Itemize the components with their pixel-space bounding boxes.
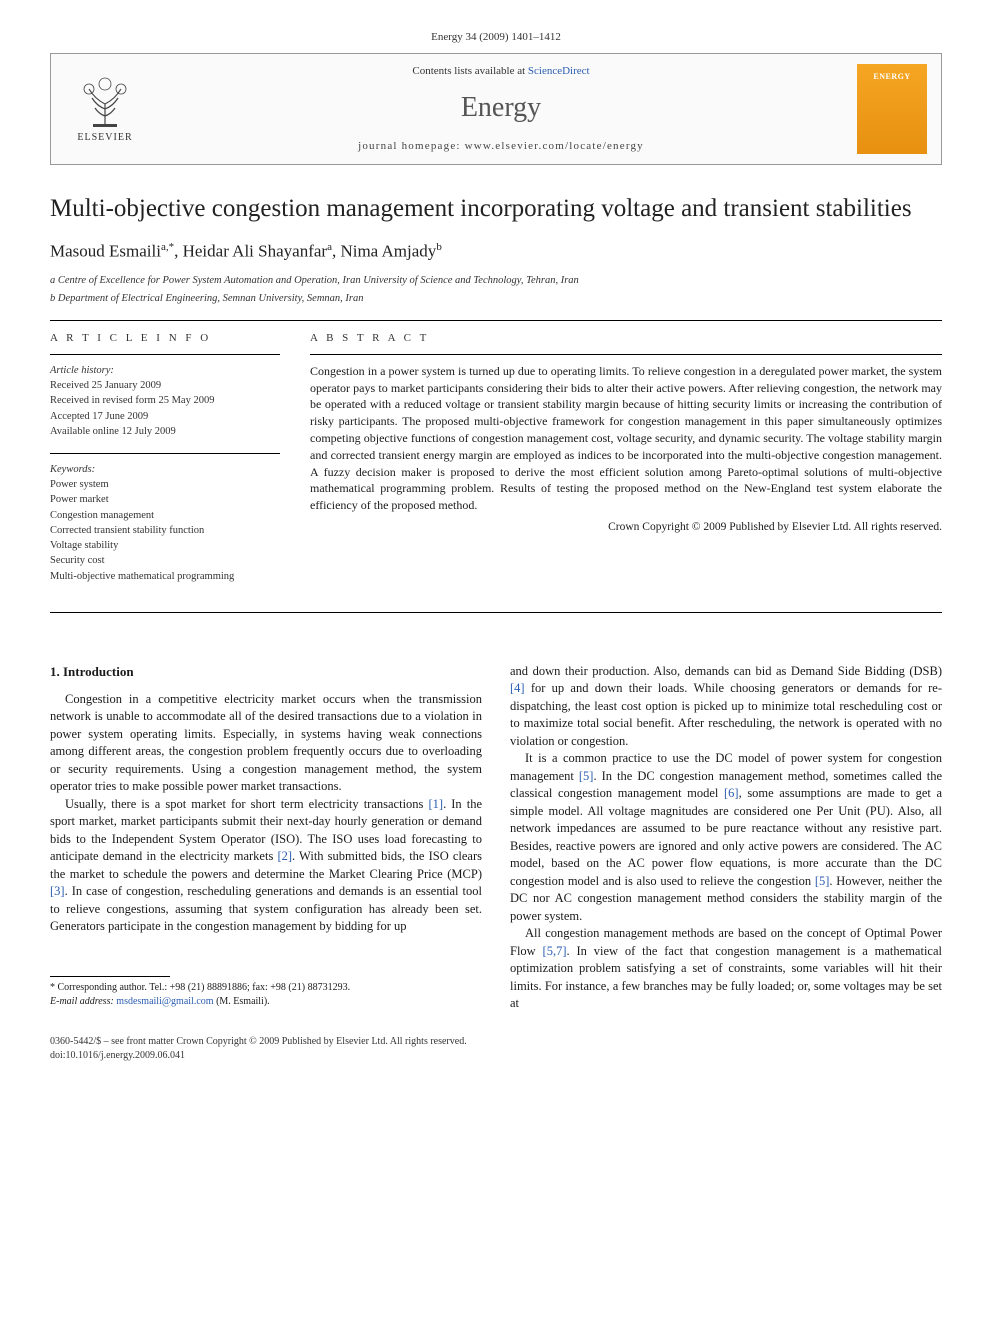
article-title: Multi-objective congestion management in… xyxy=(50,193,942,224)
publisher-name: ELSEVIER xyxy=(77,131,132,145)
email-label: E-mail address: xyxy=(50,996,116,1007)
citation-link[interactable]: [4] xyxy=(510,681,525,695)
body-paragraph: Usually, there is a spot market for shor… xyxy=(50,796,482,936)
homepage-url: www.elsevier.com/locate/energy xyxy=(465,140,644,152)
corresponding-author-footnote: * Corresponding author. Tel.: +98 (21) 8… xyxy=(50,981,482,995)
citation-link[interactable]: [3] xyxy=(50,884,65,898)
email-link[interactable]: msdesmaili@gmail.com xyxy=(116,996,213,1007)
keyword: Congestion management xyxy=(50,508,280,523)
author-3: Nima Amjady xyxy=(340,242,436,261)
citation-link[interactable]: [2] xyxy=(277,849,292,863)
body-paragraph: and down their production. Also, demands… xyxy=(510,663,942,751)
section-1-title: 1. Introduction xyxy=(50,663,482,681)
header-center: Contents lists available at ScienceDirec… xyxy=(159,64,843,153)
article-body: 1. Introduction Congestion in a competit… xyxy=(50,663,942,1013)
keyword: Multi-objective mathematical programming xyxy=(50,569,280,584)
abstract-text: Congestion in a power system is turned u… xyxy=(310,363,942,514)
email-footnote: E-mail address: msdesmaili@gmail.com (M.… xyxy=(50,995,482,1009)
journal-cover-thumbnail: ENERGY xyxy=(857,64,927,154)
sciencedirect-link[interactable]: ScienceDirect xyxy=(528,65,590,77)
affiliation-b: b Department of Electrical Engineering, … xyxy=(50,292,942,306)
abstract-column: A B S T R A C T Congestion in a power sy… xyxy=(310,331,942,598)
body-paragraph: Congestion in a competitive electricity … xyxy=(50,691,482,796)
citation-link[interactable]: [5] xyxy=(815,874,830,888)
footer-doi: doi:10.1016/j.energy.2009.06.041 xyxy=(50,1049,942,1063)
history-online: Available online 12 July 2009 xyxy=(50,424,280,439)
email-tail: (M. Esmaili). xyxy=(214,996,270,1007)
abstract-heading: A B S T R A C T xyxy=(310,331,942,346)
contents-available-line: Contents lists available at ScienceDirec… xyxy=(159,64,843,79)
keywords-block: Keywords: Power system Power market Cong… xyxy=(50,462,280,584)
page-footer: 0360-5442/$ – see front matter Crown Cop… xyxy=(50,1035,942,1063)
body-paragraph: It is a common practice to use the DC mo… xyxy=(510,750,942,925)
history-label: Article history: xyxy=(50,363,280,378)
body-paragraph: All congestion management methods are ba… xyxy=(510,925,942,1013)
divider xyxy=(50,354,280,355)
author-2-sup: a xyxy=(327,241,332,253)
abstract-copyright: Crown Copyright © 2009 Published by Else… xyxy=(310,520,942,536)
keyword: Power system xyxy=(50,477,280,492)
body-text: for up and down their loads. While choos… xyxy=(510,681,942,748)
author-1: Masoud Esmaili xyxy=(50,242,161,261)
author-3-sup: b xyxy=(436,241,442,253)
history-revised: Received in revised form 25 May 2009 xyxy=(50,393,280,408)
article-history-block: Article history: Received 25 January 200… xyxy=(50,363,280,439)
keyword: Voltage stability xyxy=(50,538,280,553)
divider xyxy=(310,354,942,355)
history-received: Received 25 January 2009 xyxy=(50,378,280,393)
citation-link[interactable]: [1] xyxy=(428,797,443,811)
author-1-sup: a,* xyxy=(161,241,174,253)
body-text: . In case of congestion, rescheduling ge… xyxy=(50,884,482,933)
citation-link[interactable]: [6] xyxy=(724,786,739,800)
info-abstract-row: A R T I C L E I N F O Article history: R… xyxy=(50,331,942,598)
journal-name: Energy xyxy=(159,89,843,127)
cover-thumb-title: ENERGY xyxy=(873,72,910,83)
citation-link[interactable]: [5,7] xyxy=(543,944,567,958)
body-text: . In view of the fact that congestion ma… xyxy=(510,944,942,1011)
footnote-separator xyxy=(50,976,170,977)
keyword: Corrected transient stability function xyxy=(50,523,280,538)
header-citation: Energy 34 (2009) 1401–1412 xyxy=(50,30,942,45)
body-text: Usually, there is a spot market for shor… xyxy=(65,797,428,811)
keyword: Security cost xyxy=(50,553,280,568)
divider xyxy=(50,453,280,454)
contents-prefix: Contents lists available at xyxy=(412,65,527,77)
affiliation-a: a Centre of Excellence for Power System … xyxy=(50,274,942,288)
journal-header-box: ELSEVIER Contents lists available at Sci… xyxy=(50,53,942,165)
authors-line: Masoud Esmailia,*, Heidar Ali Shayanfara… xyxy=(50,240,942,264)
divider xyxy=(50,612,942,613)
history-accepted: Accepted 17 June 2009 xyxy=(50,409,280,424)
author-2: Heidar Ali Shayanfar xyxy=(183,242,327,261)
publisher-logo: ELSEVIER xyxy=(65,64,145,154)
article-info-heading: A R T I C L E I N F O xyxy=(50,331,280,346)
keyword: Power market xyxy=(50,492,280,507)
keywords-label: Keywords: xyxy=(50,462,280,477)
body-text: , some assumptions are made to get a sim… xyxy=(510,786,942,888)
homepage-prefix: journal homepage: xyxy=(358,140,465,152)
article-info-column: A R T I C L E I N F O Article history: R… xyxy=(50,331,280,598)
elsevier-tree-icon xyxy=(75,74,135,129)
footer-copyright: 0360-5442/$ – see front matter Crown Cop… xyxy=(50,1035,942,1049)
divider xyxy=(50,320,942,321)
journal-homepage-line: journal homepage: www.elsevier.com/locat… xyxy=(159,139,843,154)
body-text: and down their production. Also, demands… xyxy=(510,664,942,678)
citation-link[interactable]: [5] xyxy=(579,769,594,783)
